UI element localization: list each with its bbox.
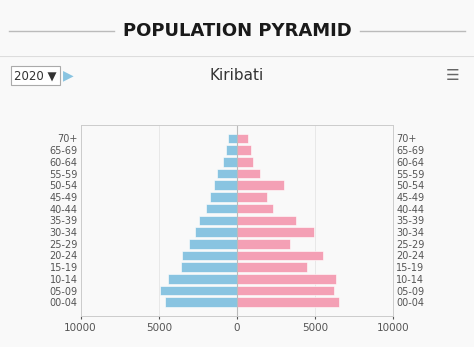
- Bar: [237, 251, 323, 260]
- Bar: [237, 262, 307, 272]
- Bar: [200, 215, 237, 225]
- Bar: [237, 215, 296, 225]
- Bar: [165, 297, 237, 307]
- Text: ▶: ▶: [64, 69, 74, 83]
- Bar: [237, 297, 338, 307]
- Bar: [226, 145, 237, 155]
- Bar: [237, 274, 336, 284]
- Bar: [237, 239, 290, 248]
- Bar: [217, 169, 237, 178]
- Bar: [228, 134, 237, 143]
- Bar: [168, 274, 237, 284]
- Bar: [237, 157, 253, 167]
- Bar: [237, 227, 314, 237]
- Bar: [237, 145, 251, 155]
- Bar: [210, 192, 237, 202]
- Bar: [189, 239, 237, 248]
- Text: Kiribati: Kiribati: [210, 68, 264, 83]
- Bar: [160, 286, 237, 295]
- Bar: [237, 180, 284, 190]
- Bar: [237, 192, 267, 202]
- Bar: [237, 169, 261, 178]
- Bar: [206, 204, 237, 213]
- Bar: [195, 227, 237, 237]
- Bar: [237, 134, 248, 143]
- Bar: [181, 262, 237, 272]
- Text: POPULATION PYRAMID: POPULATION PYRAMID: [123, 22, 351, 40]
- Text: 2020 ▼: 2020 ▼: [14, 69, 57, 82]
- Bar: [223, 157, 237, 167]
- Bar: [237, 286, 334, 295]
- Text: ☰: ☰: [446, 68, 459, 83]
- Bar: [213, 180, 237, 190]
- Bar: [182, 251, 237, 260]
- Bar: [237, 204, 273, 213]
